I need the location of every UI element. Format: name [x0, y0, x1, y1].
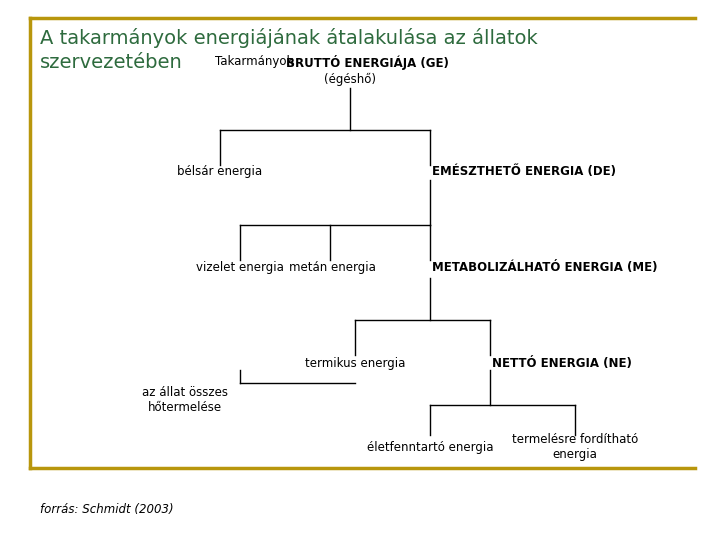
Text: szervezetében: szervezetében — [40, 52, 183, 71]
Text: A takarmányok energiájának átalakulása az állatok: A takarmányok energiájának átalakulása a… — [40, 28, 538, 48]
Text: vizelet energia: vizelet energia — [196, 261, 284, 274]
Text: Takarmányok: Takarmányok — [215, 56, 297, 69]
Text: termikus energia: termikus energia — [305, 356, 405, 369]
Text: METABOLIZÁLHATÓ ENERGIA (ME): METABOLIZÁLHATÓ ENERGIA (ME) — [432, 261, 657, 274]
Text: EMÉSZTHETŐ ENERGIA (DE): EMÉSZTHETŐ ENERGIA (DE) — [432, 165, 616, 179]
Text: az állat összes
hőtermelése: az állat összes hőtermelése — [142, 386, 228, 414]
Text: BRUTTÓ ENERGIÁJA (GE): BRUTTÓ ENERGIÁJA (GE) — [286, 55, 449, 70]
Text: termelésre fordítható
energia: termelésre fordítható energia — [512, 433, 638, 461]
Text: (égéshő): (égéshő) — [324, 72, 376, 85]
Text: bélsár energia: bélsár energia — [177, 165, 263, 179]
Text: metán energia: metán energia — [289, 261, 375, 274]
Text: életfenntartó energia: életfenntartó energia — [366, 441, 493, 454]
Text: forrás: Schmidt (2003): forrás: Schmidt (2003) — [40, 503, 174, 516]
Text: NETTÓ ENERGIA (NE): NETTÓ ENERGIA (NE) — [492, 356, 632, 369]
